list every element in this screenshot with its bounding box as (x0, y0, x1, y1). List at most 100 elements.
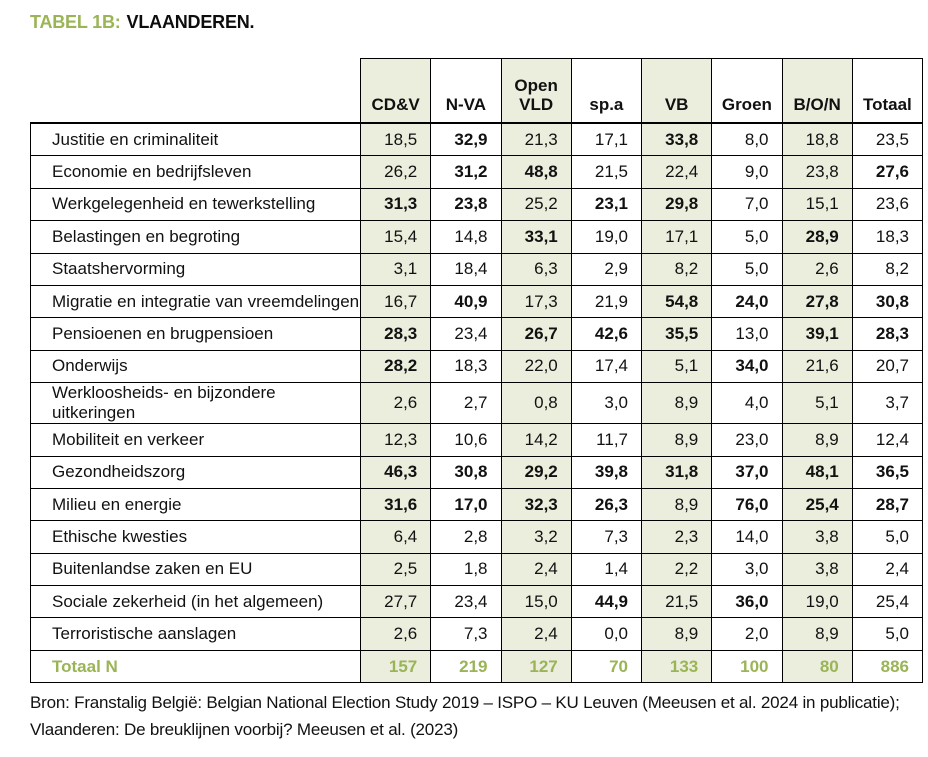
table-row: Justitie en criminaliteit 18,5 32,9 21,3 17,… (30, 122, 924, 157)
data-cell: 17,3 (500, 284, 572, 319)
row-label: Sociale zekerheid (in het algemeen) (30, 585, 361, 619)
data-cell: 2,2 (640, 552, 713, 587)
column-header: VB (640, 58, 713, 124)
data-cell: 3,0 (570, 382, 643, 425)
row-label: Onderwijs (30, 349, 361, 384)
data-cell: 25,4 (781, 487, 853, 522)
table-title-number: TABEL 1B: (30, 12, 121, 32)
data-cell: 19,0 (781, 585, 853, 619)
data-cell: 32,9 (430, 122, 502, 157)
data-cell: 21,6 (781, 349, 853, 384)
data-cell: 18,4 (430, 252, 502, 286)
data-cell: 5,0 (711, 252, 783, 286)
data-cell: 5,0 (711, 220, 783, 254)
data-cell: 23,4 (430, 585, 502, 619)
column-header: Open VLD (500, 58, 572, 124)
data-cell: 21,3 (500, 122, 572, 157)
totals-row: Totaal N 157 219 127 70 133 100 80 886 (30, 649, 924, 684)
data-cell: 46,3 (359, 455, 432, 489)
row-label: Economie en bedrijfsleven (30, 155, 361, 189)
data-cell: 25,2 (500, 187, 572, 222)
table-row: Milieu en energie 31,6 17,0 32,3 26,3 8,9 76,0… (30, 487, 924, 522)
totals-cell: 70 (570, 649, 643, 684)
data-cell: 2,4 (500, 617, 572, 651)
data-cell: 4,0 (711, 382, 783, 425)
table-row: Werkgelegenheid en tewerkstelling 31,3 23,… (30, 187, 924, 222)
row-label: Gezondheidszorg (30, 455, 361, 489)
data-cell: 17,1 (570, 122, 643, 157)
table-body: Justitie en criminaliteit 18,5 32,9 21,3 17,… (30, 122, 924, 684)
data-cell: 44,9 (570, 585, 643, 619)
data-cell: 31,8 (640, 455, 713, 489)
row-label: Staatshervorming (30, 252, 361, 286)
data-cell: 16,7 (359, 284, 432, 319)
data-cell: 3,8 (781, 520, 853, 554)
data-cell: 29,8 (640, 187, 713, 222)
table-row: Onderwijs 28,2 18,3 22,0 17,4 5,1 34,0 21,6 20,7 (30, 349, 924, 384)
table-row: Werkloosheids- en bijzondere uitkeringen… (30, 382, 924, 425)
header-blank-cell (30, 58, 361, 123)
header-row: CD&V N-VA Open VLD sp.a VB Groen B/O/N Totaal (30, 58, 924, 124)
data-cell: 2,6 (781, 252, 853, 286)
data-cell: 7,3 (430, 617, 502, 651)
data-cell: 5,0 (851, 520, 924, 554)
data-cell: 33,8 (640, 122, 713, 157)
data-cell: 20,7 (851, 349, 924, 384)
data-cell: 12,4 (851, 423, 924, 457)
data-cell: 34,0 (711, 349, 783, 384)
data-cell: 23,4 (430, 317, 502, 351)
data-cell: 28,2 (359, 349, 432, 384)
data-cell: 22,4 (640, 155, 713, 189)
table-row: Gezondheidszorg 46,3 30,8 29,2 39,8 31,8 37,0 4… (30, 455, 924, 489)
totals-cell: 127 (500, 649, 572, 684)
data-cell: 8,9 (781, 617, 853, 651)
data-cell: 30,8 (851, 284, 924, 319)
data-cell: 2,9 (570, 252, 643, 286)
data-cell: 28,3 (359, 317, 432, 351)
table-row: Staatshervorming 3,1 18,4 6,3 2,9 8,2 5,0 2,6 8,… (30, 252, 924, 286)
row-label: Werkgelegenheid en tewerkstelling (30, 187, 361, 222)
row-label: Belastingen en begroting (30, 220, 361, 254)
data-cell: 2,6 (359, 382, 432, 425)
row-label: Buitenlandse zaken en EU (30, 552, 361, 587)
data-cell: 2,7 (430, 382, 502, 425)
data-cell: 39,8 (570, 455, 643, 489)
data-cell: 35,5 (640, 317, 713, 351)
data-cell: 6,3 (500, 252, 572, 286)
row-label: Werkloosheids- en bijzondere uitkeringen (30, 382, 361, 425)
data-cell: 23,0 (711, 423, 783, 457)
data-cell: 21,9 (570, 284, 643, 319)
table-row: Pensioenen en brugpensioen 28,3 23,4 26,7 42… (30, 317, 924, 351)
data-cell: 54,8 (640, 284, 713, 319)
data-cell: 26,2 (359, 155, 432, 189)
data-cell: 76,0 (711, 487, 783, 522)
column-header: B/O/N (781, 58, 853, 124)
table-row: Sociale zekerheid (in het algemeen) 27,7 2… (30, 585, 924, 619)
data-cell: 15,0 (500, 585, 572, 619)
data-cell: 8,9 (640, 382, 713, 425)
table-row: Buitenlandse zaken en EU 2,5 1,8 2,4 1,4 2,2 3… (30, 552, 924, 587)
data-cell: 5,0 (851, 617, 924, 651)
data-cell: 31,3 (359, 187, 432, 222)
data-cell: 30,8 (430, 455, 502, 489)
totals-cell: 157 (359, 649, 432, 684)
source-note-line-2: Vlaanderen: De breuklijnen voorbij? Meeu… (30, 720, 459, 739)
data-cell: 27,6 (851, 155, 924, 189)
data-cell: 40,9 (430, 284, 502, 319)
data-cell: 17,1 (640, 220, 713, 254)
data-cell: 36,0 (711, 585, 783, 619)
data-cell: 0,8 (500, 382, 572, 425)
data-cell: 7,0 (711, 187, 783, 222)
data-cell: 6,4 (359, 520, 432, 554)
data-cell: 23,8 (430, 187, 502, 222)
data-cell: 39,1 (781, 317, 853, 351)
column-header: sp.a (570, 58, 643, 124)
data-cell: 2,4 (851, 552, 924, 587)
data-cell: 10,6 (430, 423, 502, 457)
data-cell: 27,8 (781, 284, 853, 319)
row-label: Terroristische aanslagen (30, 617, 361, 651)
data-cell: 12,3 (359, 423, 432, 457)
data-cell: 8,9 (640, 487, 713, 522)
data-cell: 24,0 (711, 284, 783, 319)
data-cell: 15,4 (359, 220, 432, 254)
